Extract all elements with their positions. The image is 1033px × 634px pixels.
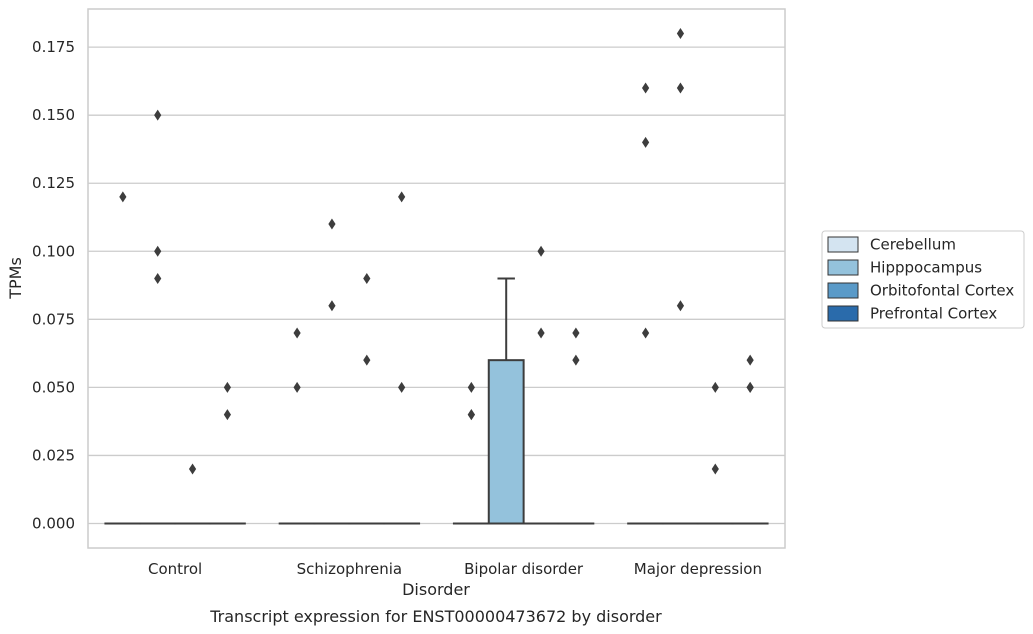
legend-label: Prefrontal Cortex <box>870 305 997 323</box>
outlier-point <box>328 218 336 230</box>
legend-swatch <box>827 259 859 276</box>
outlier-point <box>746 354 754 366</box>
outlier-point <box>746 381 754 393</box>
outlier-point <box>467 381 475 393</box>
outlier-point <box>572 327 580 339</box>
outlier-point <box>154 273 162 284</box>
boxes <box>104 277 769 525</box>
outlier-point <box>119 191 127 203</box>
y-tick-label: 0.100 <box>32 242 75 260</box>
outlier-point <box>398 191 406 203</box>
legend-frame <box>821 230 1025 329</box>
outlier-point <box>537 327 545 339</box>
grid-lines <box>88 46 785 525</box>
y-tick-label: 0.125 <box>32 174 75 192</box>
x-tick-label: Bipolar disorder <box>464 560 584 578</box>
legend-label: Hipppocampus <box>870 259 982 277</box>
outlier-point <box>676 300 685 312</box>
outlier-point <box>537 245 545 257</box>
x-tick-label: Control <box>148 560 202 578</box>
outlier-point <box>293 381 301 393</box>
outlier-point <box>293 327 301 339</box>
legend-swatch <box>827 305 859 322</box>
y-tick-labels: 0.000 0.025 0.050 0.075 0.100 0.125 0.150 0.175 <box>32 38 75 532</box>
outlier-point <box>676 28 685 39</box>
outlier-point <box>363 354 371 366</box>
outlier-point <box>398 381 406 393</box>
outlier-point <box>572 354 580 366</box>
y-axis-label: TPMs <box>6 257 25 300</box>
outlier-point <box>642 327 650 339</box>
outlier-point <box>711 381 719 393</box>
outlier-point <box>154 245 162 257</box>
outlier-point <box>223 381 231 393</box>
outlier-point <box>711 463 719 475</box>
outliers <box>119 28 754 475</box>
y-tick-label: 0.025 <box>32 446 75 464</box>
outlier-point <box>642 136 650 148</box>
outlier-point <box>154 109 162 121</box>
legend-swatch <box>827 282 859 299</box>
y-tick-label: 0.175 <box>32 38 75 56</box>
y-tick-label: 0.075 <box>32 310 75 328</box>
x-tick-label: Schizophrenia <box>297 560 402 578</box>
box-2-1 <box>487 277 525 525</box>
box-body <box>487 359 525 525</box>
x-tick-label: Major depression <box>634 560 762 578</box>
chart-caption: Transcript expression for ENST0000047367… <box>209 607 662 626</box>
outlier-point <box>363 273 371 284</box>
outlier-point <box>467 409 475 421</box>
legend-label: Cerebellum <box>870 236 956 254</box>
legend-swatch <box>827 236 859 253</box>
y-tick-label: 0.050 <box>32 378 75 396</box>
y-tick-label: 0.150 <box>32 106 75 124</box>
outlier-point <box>328 300 336 312</box>
legend: Cerebellum Hipppocampus Orbitofontal Corte… <box>821 230 1025 329</box>
outlier-point <box>188 463 197 475</box>
x-axis-label: Disorder <box>402 580 470 599</box>
outlier-point <box>642 82 650 94</box>
x-tick-labels: Control Schizophrenia Bipolar disorder Majo… <box>148 560 762 578</box>
plot-frame <box>87 8 786 549</box>
outlier-point <box>223 409 231 421</box>
y-tick-label: 0.000 <box>32 515 75 533</box>
legend-label: Orbitofontal Cortex <box>870 282 1014 300</box>
outlier-point <box>676 82 685 94</box>
